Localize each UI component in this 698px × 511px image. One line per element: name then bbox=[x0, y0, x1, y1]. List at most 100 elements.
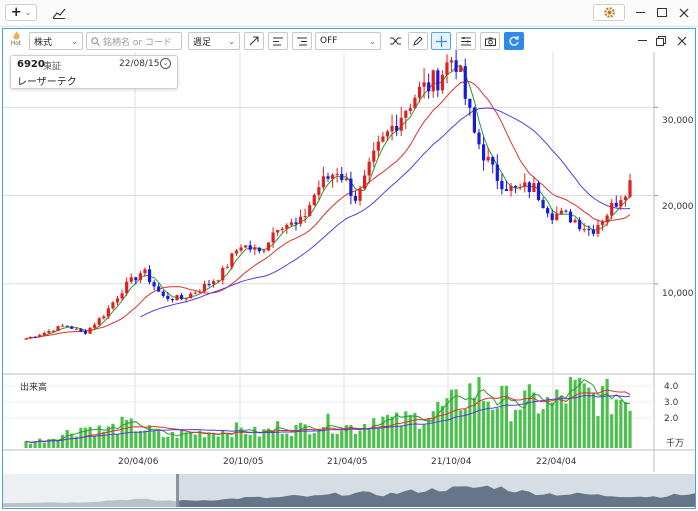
crosshair-button[interactable] bbox=[431, 32, 451, 50]
align-left-button[interactable] bbox=[268, 32, 288, 50]
candle-up bbox=[596, 224, 600, 234]
hot-button[interactable]: Hot bbox=[7, 31, 25, 51]
trendline-tool-button[interactable] bbox=[244, 32, 264, 50]
volume-bar bbox=[518, 409, 522, 448]
candle-up bbox=[289, 222, 293, 225]
minimize-icon bbox=[635, 12, 645, 13]
minimize-window-button[interactable] bbox=[630, 4, 650, 21]
time-axis-label: 21/04/05 bbox=[327, 457, 368, 467]
candle-up bbox=[102, 316, 106, 319]
candle-up bbox=[253, 247, 257, 250]
candle-down bbox=[536, 183, 541, 201]
candle-up bbox=[28, 336, 33, 339]
candle-up bbox=[628, 180, 632, 197]
candle-up bbox=[138, 273, 142, 281]
price-axis-label: 10,000 bbox=[662, 289, 694, 299]
volume-bar bbox=[349, 425, 353, 448]
candle-up bbox=[623, 196, 628, 201]
candle-up bbox=[449, 60, 454, 63]
draw-tool-button[interactable] bbox=[408, 32, 428, 50]
volume-bar bbox=[477, 377, 481, 448]
volume-bar bbox=[408, 415, 412, 448]
refresh-button[interactable] bbox=[504, 32, 524, 50]
volume-bar bbox=[289, 436, 293, 448]
maximize-window-button[interactable] bbox=[652, 4, 672, 21]
candle-up bbox=[445, 62, 449, 75]
market-select[interactable]: 株式 ⌄ bbox=[29, 32, 83, 50]
candle-up bbox=[486, 156, 490, 161]
candle-up bbox=[559, 210, 563, 214]
volume-bar bbox=[440, 405, 444, 448]
volume-bar bbox=[385, 414, 390, 448]
shuffle-button[interactable] bbox=[385, 32, 405, 50]
candle-down bbox=[152, 282, 156, 287]
candle-up bbox=[431, 70, 435, 92]
volume-bar bbox=[239, 427, 243, 448]
time-axis-label: 20/04/06 bbox=[118, 457, 159, 467]
candle-up bbox=[266, 242, 271, 251]
candle-down bbox=[70, 326, 74, 329]
volume-bar bbox=[120, 416, 124, 448]
volume-bar bbox=[317, 428, 321, 448]
volume-bar bbox=[610, 414, 614, 448]
volume-bar bbox=[417, 428, 422, 448]
volume-bar bbox=[568, 376, 573, 448]
line-chart-icon bbox=[52, 8, 66, 19]
candle-up bbox=[125, 281, 129, 294]
panel-minimize-button[interactable] bbox=[632, 32, 652, 49]
align-right-icon bbox=[297, 37, 307, 45]
market-select-value: 株式 bbox=[34, 37, 53, 48]
refresh-icon bbox=[509, 36, 519, 46]
chevron-down-icon[interactable]: ⌄ bbox=[160, 58, 171, 69]
candle-up bbox=[372, 150, 376, 162]
volume-bar bbox=[106, 426, 110, 448]
add-chart-button[interactable]: + ⌄ bbox=[5, 4, 37, 21]
settings-button[interactable] bbox=[593, 4, 625, 21]
pencil-icon bbox=[413, 36, 423, 46]
settings-list-button[interactable] bbox=[456, 32, 476, 50]
candle-down bbox=[614, 202, 618, 207]
candle-up bbox=[523, 182, 527, 187]
volume-bar bbox=[504, 385, 509, 448]
indicator-select[interactable]: OFF ⌄ bbox=[315, 32, 381, 50]
volume-bar bbox=[376, 428, 380, 448]
candle-down bbox=[147, 269, 152, 283]
candle-down bbox=[349, 178, 353, 196]
volume-bar bbox=[88, 426, 92, 448]
candle-down bbox=[166, 295, 170, 299]
volume-bar bbox=[541, 409, 545, 448]
volume-axis-label: 3.0 bbox=[664, 398, 679, 408]
candle-up bbox=[532, 183, 536, 192]
candle-down bbox=[257, 247, 261, 252]
panel-restore-button[interactable] bbox=[651, 32, 671, 49]
candle-up bbox=[193, 292, 197, 294]
volume-bar bbox=[532, 392, 536, 448]
candle-down bbox=[436, 70, 440, 91]
candle-down bbox=[500, 180, 504, 190]
moving-average-lines bbox=[25, 64, 631, 339]
candle-down bbox=[541, 200, 545, 209]
candle-up bbox=[385, 131, 390, 137]
search-icon bbox=[91, 36, 100, 46]
candle-up bbox=[367, 161, 371, 176]
volume-bar bbox=[523, 390, 527, 448]
chart-mode-button[interactable] bbox=[48, 4, 70, 21]
candle-up bbox=[509, 185, 513, 191]
volume-bar bbox=[170, 431, 175, 448]
period-select[interactable]: 週足 ⌄ bbox=[188, 32, 240, 50]
volume-panel-title: 出来高 bbox=[20, 383, 48, 393]
volume-bar bbox=[143, 430, 147, 448]
volume-bar bbox=[221, 430, 225, 448]
candle-up bbox=[74, 328, 78, 330]
panel-close-button[interactable] bbox=[672, 32, 692, 49]
close-window-button[interactable] bbox=[674, 4, 694, 21]
volume-bar bbox=[486, 401, 490, 448]
volume-bar bbox=[184, 432, 188, 448]
align-right-button[interactable] bbox=[292, 32, 312, 50]
screenshot-button[interactable] bbox=[480, 32, 500, 50]
candle-down bbox=[134, 277, 138, 281]
candle-up bbox=[321, 176, 326, 188]
symbol-search-input[interactable]: 銘柄名 or コード bbox=[86, 32, 182, 50]
range-navigator[interactable] bbox=[3, 474, 695, 507]
